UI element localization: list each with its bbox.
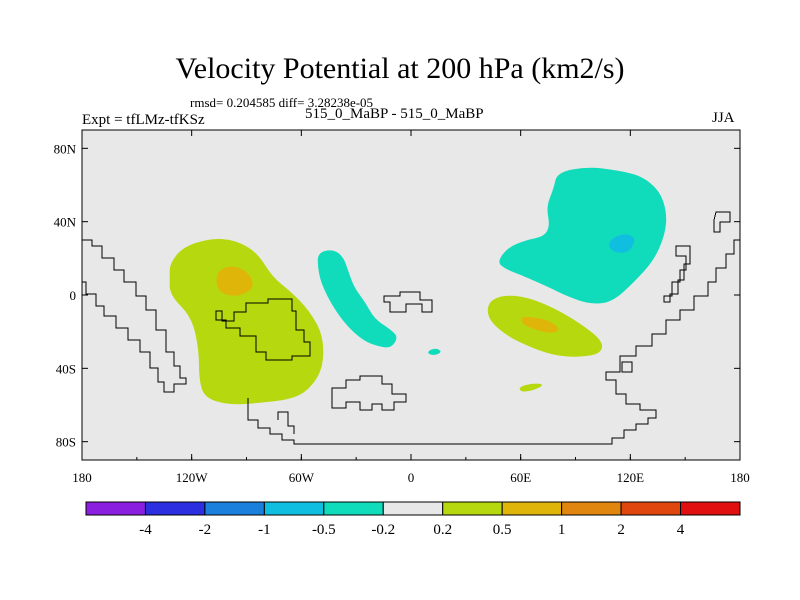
coastline-south-america — [215, 298, 311, 361]
comparison-label: 515_0_MaBP - 515_0_MaBP — [305, 106, 484, 122]
contour-positive-west-outer — [169, 238, 324, 405]
colorbar-label: 4 — [677, 522, 685, 538]
colorbar-swatch — [561, 501, 622, 516]
coastline-antarctica-peninsula — [277, 411, 295, 434]
coastline-antarctica — [247, 239, 740, 445]
x-tick-label: 180 — [72, 470, 92, 485]
y-tick-label: 40N — [54, 215, 77, 230]
contour-positive-small-south — [519, 383, 542, 392]
coastline-japan — [713, 211, 731, 233]
x-axis: 180 120W 60W 0 60E 120E 180 — [72, 130, 750, 485]
colorbar-label: -1 — [258, 522, 271, 538]
colorbar-swatch — [144, 501, 206, 516]
colorbar-swatch — [680, 501, 741, 516]
land-outline — [82, 211, 740, 445]
x-tick-label: 60W — [289, 470, 315, 485]
chart-subtitle: rmsd= 0.204585 diff= 3.28238e-05 — [190, 95, 374, 110]
coastline-africa — [383, 291, 433, 313]
y-tick-label: 0 — [70, 288, 77, 303]
contour-negative-asia-inner — [609, 234, 635, 253]
colorbar-label: -0.5 — [312, 522, 336, 538]
contour-negative-asia — [499, 167, 667, 304]
colorbar-label: 1 — [558, 522, 566, 538]
contour-positive-indian-ocean-inner — [521, 317, 559, 333]
colorbar: -4 -2 -1 -0.5 -0.2 0.2 0.5 1 2 4 — [85, 501, 741, 538]
colorbar-label: 0.2 — [433, 522, 452, 538]
coastline-north-america — [82, 239, 187, 393]
x-tick-label: 120W — [176, 470, 209, 485]
colorbar-swatch — [263, 501, 325, 516]
coastline-asia — [663, 245, 691, 303]
contour-regions — [169, 167, 667, 405]
x-tick-label: 120E — [617, 470, 645, 485]
colorbar-swatch — [204, 501, 265, 516]
colorbar-swatch — [620, 501, 682, 516]
contour-negative-small-blob — [428, 348, 441, 355]
colorbar-label: 0.5 — [493, 522, 512, 538]
colorbar-label: -0.2 — [371, 522, 395, 538]
x-tick-label: 0 — [408, 470, 415, 485]
chart-title: Velocity Potential at 200 hPa (km2/s) — [175, 52, 625, 85]
contour-positive-west-inner — [216, 266, 253, 296]
colorbar-swatch — [442, 501, 503, 516]
colorbar-swatch — [85, 501, 146, 516]
coastline-australia — [331, 375, 407, 411]
x-tick-label: 180 — [730, 470, 750, 485]
colorbar-swatch — [501, 501, 563, 516]
y-tick-label: 40S — [56, 361, 76, 376]
colorbar-swatch — [382, 501, 444, 516]
colorbar-label: -2 — [199, 522, 212, 538]
colorbar-label: 2 — [617, 522, 625, 538]
y-axis: 80N 40N 0 40S 80S — [54, 141, 740, 450]
experiment-label: Expt = tfLMz-tfKSz — [82, 112, 205, 128]
season-label: JJA — [712, 110, 735, 126]
colorbar-swatch — [323, 501, 384, 516]
y-tick-label: 80S — [56, 435, 76, 450]
colorbar-label: -4 — [139, 522, 152, 538]
y-tick-label: 80N — [54, 141, 77, 156]
contour-negative-atlantic — [317, 250, 397, 348]
x-tick-label: 60E — [510, 470, 531, 485]
coastline-island — [621, 361, 633, 373]
